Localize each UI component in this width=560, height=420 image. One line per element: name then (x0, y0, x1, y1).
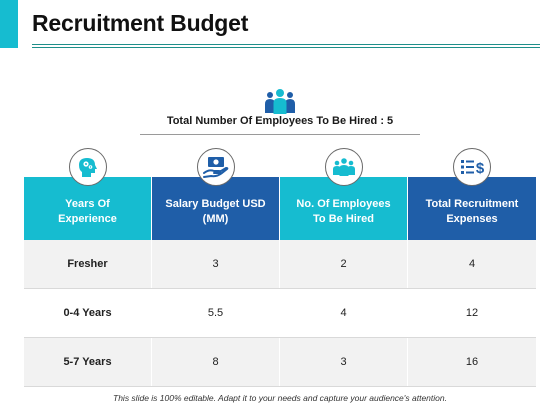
row-total-expenses: 12 (408, 289, 536, 337)
row-total-expenses: 4 (408, 240, 536, 288)
header-salary-budget: Salary Budget USD (MM) (152, 177, 280, 240)
row-experience-label: Fresher (24, 240, 152, 288)
list-dollar-icon: $ (453, 148, 491, 186)
footer-note: This slide is 100% editable. Adapt it to… (113, 393, 447, 403)
header-years-of-experience: Years Of Experience (24, 177, 152, 240)
row-salary-budget: 3 (152, 240, 280, 288)
header-employees-to-hire: No. Of Employees To Be Hired (280, 177, 408, 240)
row-salary-budget: 8 (152, 338, 280, 386)
head-gears-icon (69, 148, 107, 186)
row-experience-label: 5-7 Years (24, 338, 152, 386)
row-employees-to-hire: 2 (280, 240, 408, 288)
total-hires-text: Total Number Of Employees To Be Hired : … (166, 115, 394, 127)
table-row: 0-4 Years 5.5 4 12 (24, 289, 536, 338)
row-employees-to-hire: 4 (280, 289, 408, 337)
table-row: Fresher 3 2 4 (24, 240, 536, 289)
hand-money-icon (197, 148, 235, 186)
svg-text:$: $ (476, 160, 485, 177)
row-salary-budget: 5.5 (152, 289, 280, 337)
title-divider-top (32, 44, 540, 45)
row-total-expenses: 16 (408, 338, 536, 386)
row-experience-label: 0-4 Years (24, 289, 152, 337)
table-row: 5-7 Years 8 3 16 (24, 338, 536, 387)
table-header-row: Years Of Experience Salary Budget USD (M… (24, 177, 536, 240)
recruitment-budget-table: Years Of Experience Salary Budget USD (M… (24, 177, 536, 387)
title-accent-bar (0, 0, 18, 48)
group-people-icon (265, 89, 295, 114)
row-employees-to-hire: 3 (280, 338, 408, 386)
title-divider-bottom (32, 47, 540, 48)
team-people-icon (325, 148, 363, 186)
slide-title: Recruitment Budget (32, 10, 249, 36)
total-hires-underline (140, 134, 420, 135)
header-total-expenses: Total Recruitment Expenses (408, 177, 536, 240)
